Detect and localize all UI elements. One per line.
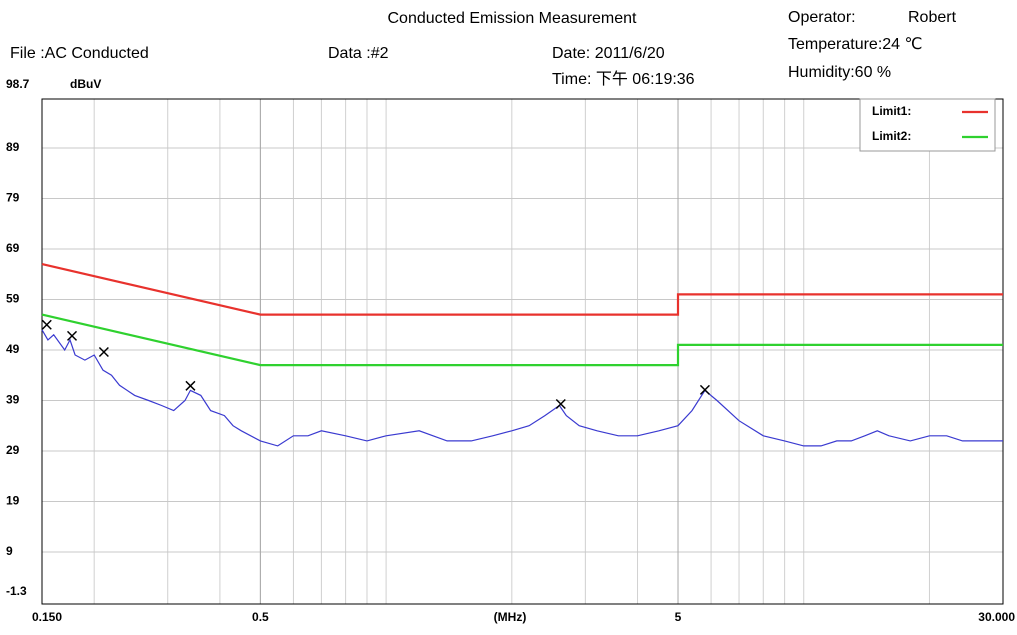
peak-marker bbox=[98, 346, 109, 358]
info-text: File :AC Conducted bbox=[10, 45, 149, 62]
peak-marker bbox=[185, 380, 196, 391]
x-tick-label: 0.5 bbox=[252, 610, 269, 624]
info-text: Date: 2011/6/20 bbox=[552, 45, 665, 62]
plot-frame bbox=[41, 98, 1004, 605]
y-tick-label: 98.7 bbox=[6, 77, 30, 91]
y-tick-label: -1.3 bbox=[6, 584, 27, 598]
y-tick-label: 49 bbox=[6, 342, 20, 356]
info-text: Time: 下午 06:19:36 bbox=[552, 70, 695, 88]
x-tick-label: 0.150 bbox=[32, 610, 62, 624]
trace-line bbox=[41, 329, 1003, 447]
y-tick-label: 9 bbox=[6, 544, 13, 558]
y-tick-label: 29 bbox=[6, 443, 20, 457]
info-text: Robert bbox=[908, 9, 957, 26]
peak-marker bbox=[41, 319, 52, 330]
peak-marker bbox=[66, 330, 78, 341]
y-tick-label: 79 bbox=[6, 191, 20, 205]
y-tick-label: 59 bbox=[6, 292, 20, 306]
x-axis-label: (MHz) bbox=[494, 610, 527, 624]
limit-line bbox=[41, 313, 1003, 367]
limit-line bbox=[41, 263, 1003, 316]
peak-marker bbox=[555, 398, 566, 410]
info-text: Operator: bbox=[788, 9, 856, 26]
y-tick-label: 39 bbox=[6, 393, 20, 407]
info-text: Data :#2 bbox=[328, 45, 389, 62]
y-tick-label: 69 bbox=[6, 241, 20, 255]
legend-label: Limit1: bbox=[872, 104, 911, 118]
legend-box bbox=[859, 98, 996, 152]
info-text: Humidity:60 % bbox=[788, 64, 891, 81]
x-tick-label: 5 bbox=[675, 610, 682, 624]
y-tick-label: 89 bbox=[6, 140, 20, 154]
peak-marker bbox=[699, 384, 710, 395]
y-unit: dBuV bbox=[70, 77, 101, 91]
y-tick-label: 19 bbox=[6, 494, 20, 508]
legend-label: Limit2: bbox=[872, 129, 911, 143]
x-tick-label: 30.000 bbox=[978, 610, 1015, 624]
chart-title: Conducted Emission Measurement bbox=[387, 10, 637, 27]
info-text: Temperature:24 ℃ bbox=[788, 36, 923, 53]
